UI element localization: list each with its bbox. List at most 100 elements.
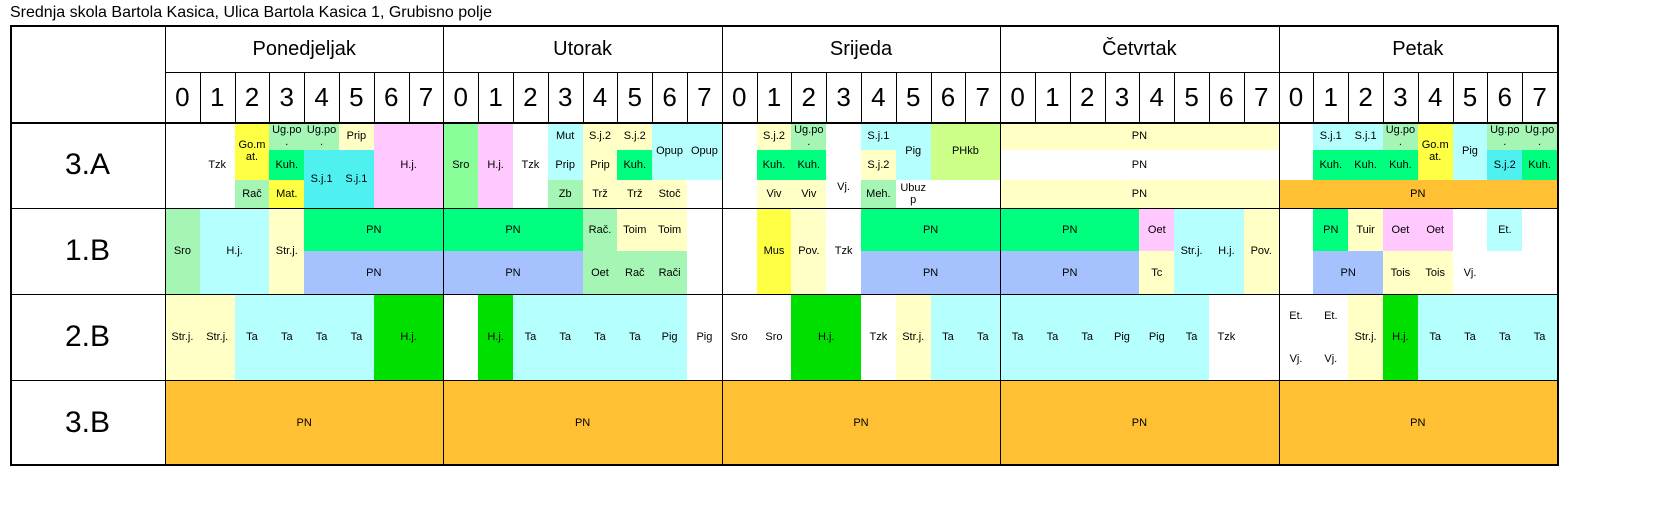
lesson-cell: Str.j. — [199, 294, 235, 380]
lesson-cell: Ug.po . — [1383, 122, 1418, 151]
period-header: 5 — [1462, 82, 1478, 112]
period-header: 6 — [1219, 82, 1234, 112]
lesson-cell: Ta — [582, 294, 618, 380]
period-header: 1 — [766, 82, 782, 112]
grid-border — [1000, 25, 1002, 464]
lesson-cell: Oet — [582, 251, 618, 294]
lesson-cell: H.j. — [478, 122, 513, 208]
lesson-cell: Tzk — [513, 122, 548, 208]
lesson-cell: Prip — [339, 122, 374, 151]
grid-line — [339, 72, 340, 122]
lesson-cell: Pov. — [791, 208, 827, 294]
lesson-cell: PN — [861, 251, 1001, 294]
school-title: Srednja skola Bartola Kasica, Ulica Bart… — [10, 4, 493, 21]
period-header: 2 — [244, 82, 260, 112]
lesson-cell: Stoč — [652, 179, 687, 208]
grid-border — [10, 122, 1557, 124]
lesson-cell: PN — [721, 380, 1001, 466]
day-header: Četvrtak — [1102, 37, 1177, 60]
grid-line — [513, 72, 514, 122]
lesson-cell: Toim — [617, 208, 653, 251]
lesson-cell: Tuir — [1348, 208, 1383, 251]
grid-line — [1243, 72, 1245, 122]
period-header: 2 — [1079, 82, 1095, 112]
period-header: 7 — [975, 82, 991, 112]
lesson-cell: Toim — [652, 208, 687, 251]
period-header: 2 — [801, 82, 817, 112]
grid-line — [1522, 72, 1524, 122]
lesson-cell: Ta — [547, 294, 583, 380]
lesson-cell: Pig — [1452, 122, 1488, 180]
lesson-cell: PN — [165, 380, 444, 466]
grid-line — [269, 72, 271, 122]
lesson-cell: Mat. — [269, 179, 305, 208]
period-header: 4 — [1427, 82, 1443, 112]
grid-border — [1278, 25, 1280, 464]
lesson-cell: Sro — [721, 294, 757, 380]
lesson-cell: Vj. — [1452, 251, 1488, 294]
grid-border — [165, 25, 166, 464]
lesson-cell: Kuh. — [617, 150, 653, 180]
period-header: 4 — [871, 82, 886, 112]
period-header: 4 — [314, 82, 329, 112]
lesson-cell: Prip — [582, 150, 618, 180]
period-header: 3 — [557, 82, 573, 112]
grid-border — [443, 25, 445, 464]
lesson-cell: Vj. — [1278, 337, 1314, 380]
period-header: 3 — [279, 82, 295, 112]
period-header: 2 — [523, 82, 538, 112]
lesson-cell: PN — [304, 208, 444, 251]
lesson-cell: Ta — [1487, 294, 1523, 380]
lesson-cell: Str.j. — [165, 294, 200, 380]
grid-line — [1313, 72, 1315, 122]
lesson-cell: H.j. — [1209, 208, 1244, 294]
lesson-cell: Mut — [547, 122, 583, 151]
grid-line — [1452, 72, 1454, 122]
grid-line — [930, 72, 932, 122]
grid-line — [547, 72, 549, 122]
lesson-cell: Str.j. — [895, 294, 931, 380]
lesson-cell: S.j.2 — [1487, 150, 1523, 180]
lesson-cell: Pig — [687, 294, 722, 380]
period-header: 0 — [1010, 82, 1025, 112]
lesson-cell: Vj. — [826, 165, 861, 208]
lesson-cell: Rači — [652, 251, 687, 294]
lesson-cell: Tc — [1139, 251, 1175, 294]
period-header: 2 — [1358, 82, 1373, 112]
grid-line — [617, 72, 619, 122]
grid-border — [10, 25, 1557, 27]
lesson-cell: Str.j. — [269, 208, 305, 294]
lesson-cell: Tois — [1383, 251, 1418, 294]
grid-line — [1069, 72, 1071, 122]
day-header: Utorak — [553, 37, 613, 60]
lesson-cell: Tzk — [1209, 294, 1244, 380]
lesson-cell: S.j.1 — [861, 122, 896, 151]
lesson-cell: Tzk — [861, 294, 896, 380]
period-header: 0 — [731, 82, 747, 112]
lesson-cell: Pig — [652, 294, 687, 380]
lesson-cell: Ug.po . — [791, 122, 827, 151]
lesson-cell: H.j. — [373, 122, 444, 208]
grid-line — [1035, 72, 1036, 122]
period-header: 1 — [1323, 82, 1339, 112]
grid-border — [10, 208, 1557, 209]
lesson-cell: PN — [1000, 122, 1279, 151]
lesson-cell: Ta — [304, 294, 339, 380]
grid-border — [10, 294, 1557, 295]
lesson-cell: Opup — [652, 122, 687, 180]
lesson-cell: PN — [1000, 150, 1279, 180]
period-header: 0 — [1288, 82, 1304, 112]
lesson-cell: Sro — [165, 208, 200, 294]
lesson-cell: Et. — [1278, 294, 1314, 337]
period-header: 7 — [697, 82, 712, 112]
lesson-cell: Tzk — [826, 208, 861, 294]
lesson-cell: S.j.2 — [617, 122, 653, 151]
lesson-cell: Pig — [1104, 294, 1140, 380]
grid-border — [10, 380, 1557, 381]
lesson-cell: Pig — [895, 122, 931, 180]
period-header: 1 — [1045, 82, 1060, 112]
lesson-cell: Trž — [582, 179, 618, 208]
lesson-cell: PN — [1278, 380, 1557, 466]
lesson-cell: Opup — [687, 122, 722, 180]
lesson-cell: PN — [443, 208, 583, 251]
